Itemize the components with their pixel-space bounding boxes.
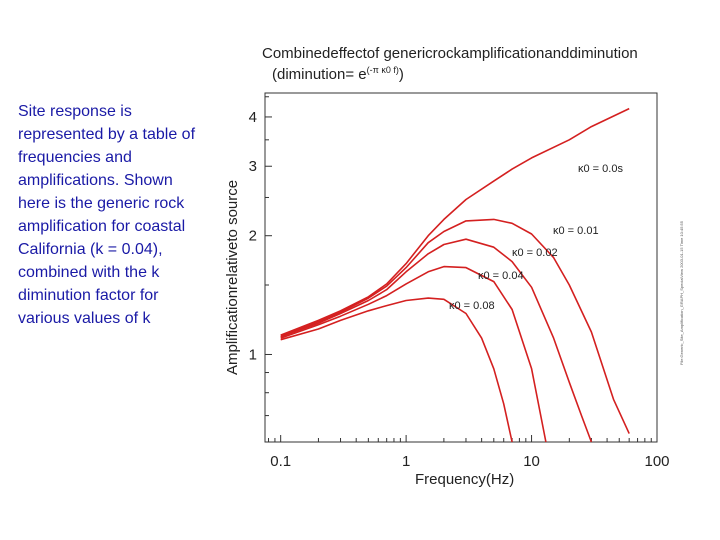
title-equation: = e	[345, 66, 366, 83]
title-exponent: (-π κ0 f)	[367, 65, 399, 75]
title-prefix: (diminution	[272, 66, 345, 83]
y-tick-label: 3	[249, 158, 257, 175]
series-line-3	[280, 265, 547, 443]
description-text: Site response is represented by a table …	[18, 103, 196, 327]
y-tick-label: 2	[249, 228, 257, 245]
curve-label-1: κ0 = 0.01	[553, 225, 599, 237]
series-line-2	[280, 238, 593, 443]
curve-label-4: κ0 = 0.08	[449, 300, 495, 312]
series-line-4	[280, 297, 513, 443]
chart-title-line1: Combinedeffectof genericrockamplificatio…	[262, 45, 638, 62]
plot-frame	[264, 92, 658, 443]
title-suffix: )	[399, 66, 404, 83]
y-tick-label: 1	[249, 346, 257, 363]
curve-label-3: κ0 = 0.04	[478, 270, 524, 282]
curve-label-2: κ0 = 0.02	[512, 247, 558, 259]
x-axis: 0.1 1 10 100	[268, 435, 670, 470]
series-line-1	[280, 218, 630, 434]
x-tick-label: 1	[402, 453, 410, 470]
y-tick-label: 4	[249, 109, 257, 126]
chart-title-line2: (diminution= e(-π κ0 f))	[272, 65, 404, 83]
x-tick-label: 10	[523, 453, 540, 470]
y-axis-label: Amplificationrelativeto source	[224, 180, 241, 375]
x-tick-label: 100	[644, 453, 669, 470]
x-axis-label: Frequency(Hz)	[415, 471, 514, 488]
curve-label-0: κ0 = 0.0s	[578, 163, 623, 175]
series-line-0	[280, 107, 630, 336]
curve-labels: κ0 = 0.0s κ0 = 0.01 κ0 = 0.02 κ0 = 0.04 κ0 =…	[449, 163, 623, 312]
file-stamp: File:Generic_Site_Amplification_GRAPH_Sp…	[679, 220, 684, 365]
x-tick-label: 0.1	[270, 453, 291, 470]
series-layer	[280, 107, 630, 443]
y-axis: 1 2 3 4	[249, 96, 272, 443]
